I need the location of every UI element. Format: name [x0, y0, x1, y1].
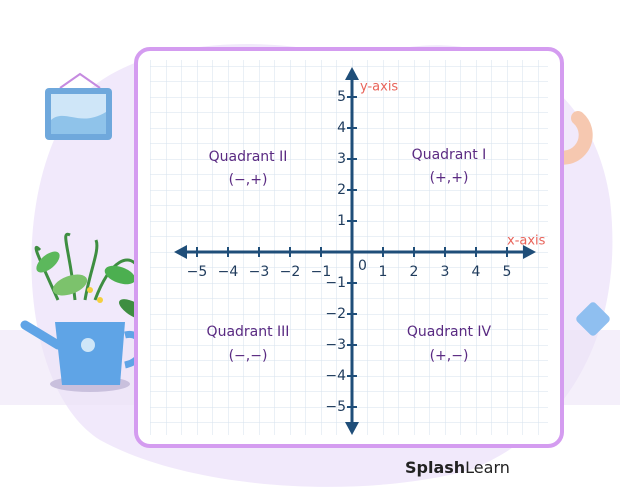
- axes: [174, 67, 536, 435]
- brand-bold: Splash: [405, 458, 465, 477]
- y-tick-label: 1: [337, 213, 346, 229]
- quadrant-signs: (+,−): [430, 348, 469, 364]
- y-tick-label: −5: [325, 399, 346, 415]
- y-tick-label: 2: [337, 182, 346, 198]
- x-tick-label: −4: [218, 264, 239, 280]
- x-tick-label: 4: [472, 264, 481, 280]
- x-tick-label: −2: [280, 264, 301, 280]
- quadrant-name: Quadrant IV: [407, 324, 492, 340]
- y-tick-label: −2: [325, 306, 346, 322]
- x-tick-label: 2: [410, 264, 419, 280]
- quadrant-signs: (−,−): [229, 348, 268, 364]
- wall-frame: [45, 72, 112, 140]
- x-tick-label: −5: [187, 264, 208, 280]
- y-axis-label: y-axis: [360, 80, 398, 95]
- x-tick-label: −3: [249, 264, 270, 280]
- y-tick-label: −3: [325, 337, 346, 353]
- x-tick-label: −1: [311, 264, 332, 280]
- diamond-decoration: [576, 302, 610, 336]
- x-tick-label: 3: [441, 264, 450, 280]
- tick-layer: −5 −4 −3 −2 −1 1 2 3 4 5 5 4 3 2 1 −1 −2 −3 −4 −5: [187, 89, 512, 415]
- grid: [150, 60, 548, 435]
- origin-label: 0: [358, 258, 367, 274]
- brand-regular: Learn: [465, 458, 510, 477]
- x-axis-label: x-axis: [507, 234, 546, 249]
- y-tick-label: 3: [337, 151, 346, 167]
- x-tick-label: 1: [379, 264, 388, 280]
- y-tick-label: 5: [337, 89, 346, 105]
- y-tick-label: 4: [337, 120, 346, 136]
- y-tick-label: −1: [325, 275, 346, 291]
- x-tick-label: 5: [503, 264, 512, 280]
- quadrant-name: Quadrant I: [412, 147, 487, 163]
- quadrant-signs: (−,+): [229, 172, 268, 188]
- quadrant-signs: (+,+): [430, 170, 469, 186]
- quadrant-name: Quadrant II: [209, 149, 288, 165]
- quadrant-name: Quadrant III: [207, 324, 290, 340]
- brand: SplashLearn: [405, 458, 510, 477]
- y-tick-label: −4: [325, 368, 346, 384]
